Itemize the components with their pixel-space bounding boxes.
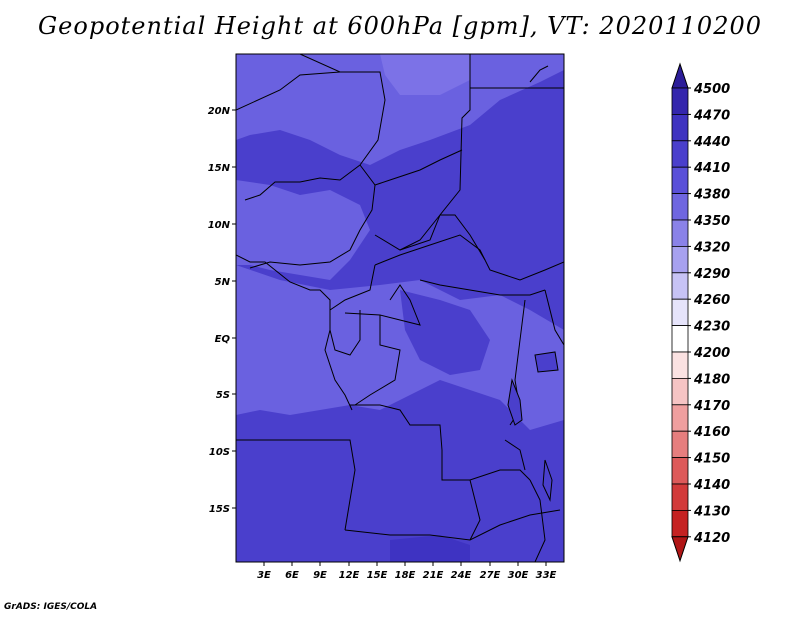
region-south-dark xyxy=(390,535,470,562)
colorbar-label: 4260 xyxy=(693,293,730,308)
colorbar-swatch xyxy=(671,404,689,432)
lat-label: 20N xyxy=(208,106,231,117)
red-sea-coast xyxy=(529,65,549,83)
lat-label: 15N xyxy=(208,163,231,174)
colorbar-label: 4320 xyxy=(693,240,730,255)
region-sahara-north xyxy=(236,54,564,165)
lon-ticks xyxy=(263,562,547,566)
lon-label: 3E xyxy=(257,570,271,581)
colorbar-swatch xyxy=(671,87,689,115)
colorbar-swatch xyxy=(671,325,689,353)
lat-label: 5S xyxy=(216,390,230,401)
chart-title: Geopotential Height at 600hPa [gpm], VT:… xyxy=(38,12,762,40)
colorbar-swatch xyxy=(671,114,689,142)
colorbar-swatch xyxy=(671,351,689,379)
colorbar-label: 4500 xyxy=(693,82,730,97)
colorbar-label: 4120 xyxy=(693,531,730,546)
lon-label: 12E xyxy=(339,570,360,581)
colorbar-swatch xyxy=(671,430,689,459)
colorbar-label: 4410 xyxy=(693,161,730,176)
lon-label: 27E xyxy=(480,570,501,581)
lon-label: 24E xyxy=(451,570,472,581)
colorbar-swatch xyxy=(671,509,689,538)
colorbar-label: 4130 xyxy=(693,504,730,519)
colorbar-swatch xyxy=(671,219,689,247)
colorbar-swatch xyxy=(671,272,689,300)
lon-label: 15E xyxy=(367,570,388,581)
lat-ticks xyxy=(232,109,236,509)
lake-malawi xyxy=(542,459,553,502)
colorbar-label: 4170 xyxy=(693,399,730,414)
colorbar-bottom-arrow xyxy=(671,536,689,563)
lat-label: 10S xyxy=(209,447,230,458)
colorbar-label: 4200 xyxy=(693,346,730,361)
coastline-west xyxy=(236,254,353,411)
lon-label: 33E xyxy=(536,570,557,581)
colorbar-label: 4150 xyxy=(693,452,730,467)
lat-label: EQ xyxy=(215,334,231,345)
colorbar-label: 4160 xyxy=(693,425,730,440)
colorbar-label: 4180 xyxy=(693,372,730,387)
colorbar-swatch xyxy=(671,193,689,221)
country-borders xyxy=(236,54,564,562)
colorbar-label: 4350 xyxy=(693,214,730,229)
lon-label: 9E xyxy=(313,570,327,581)
region-central-light xyxy=(236,265,564,430)
colorbar-labels: 4500 4470 4440 4410 4380 4350 4320 4290 4260 4230… xyxy=(688,82,730,546)
colorbar-label: 4230 xyxy=(693,320,730,335)
colorbar-swatch xyxy=(671,377,689,406)
colorbar-label: 4380 xyxy=(693,188,730,203)
region-north-light xyxy=(380,54,470,95)
lon-label: 6E xyxy=(285,570,299,581)
colorbar-label: 4140 xyxy=(693,478,730,493)
colorbar-label: 4470 xyxy=(693,108,730,123)
lake-victoria xyxy=(534,351,559,373)
lon-label: 21E xyxy=(423,570,444,581)
lake-tanganyika xyxy=(507,378,523,426)
lon-label: 18E xyxy=(395,570,416,581)
lon-label: 30E xyxy=(508,570,529,581)
colorbar-label: 4290 xyxy=(693,267,730,282)
colorbar-swatch xyxy=(671,166,689,194)
colorbar-swatch xyxy=(671,245,689,274)
colorbar-swatch xyxy=(671,483,689,511)
region-west-sahel xyxy=(236,180,370,280)
lat-label: 15S xyxy=(209,504,230,515)
colorbar-label: 4440 xyxy=(693,135,730,150)
map-frame xyxy=(235,53,565,563)
colorbar-swatch xyxy=(671,457,689,485)
lat-label: 10N xyxy=(208,220,231,231)
colorbar-swatch xyxy=(671,298,689,327)
colorbar-top-arrow xyxy=(671,62,689,89)
colorbar-swatches xyxy=(671,62,689,563)
region-congo-dark xyxy=(400,290,490,375)
footer-credit: GrADS: IGES/COLA xyxy=(4,602,98,612)
colorbar-swatch xyxy=(671,140,689,168)
lat-label: 5N xyxy=(215,277,231,288)
